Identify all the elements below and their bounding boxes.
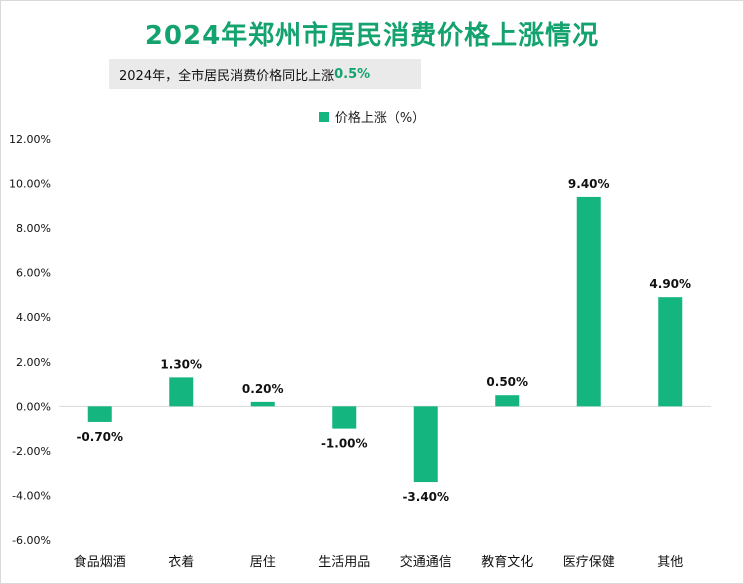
data-label: -0.70% — [76, 430, 123, 444]
bar — [87, 406, 112, 422]
legend-swatch — [318, 111, 329, 122]
y-tick-label: 12.00% — [9, 133, 51, 146]
x-tick-label: 生活用品 — [318, 555, 370, 570]
data-label: 0.50% — [486, 375, 528, 389]
bar — [658, 297, 683, 407]
data-label: -1.00% — [321, 437, 368, 451]
bar — [576, 196, 601, 407]
x-tick-label: 食品烟酒 — [74, 554, 126, 570]
y-tick-label: 8.00% — [16, 222, 51, 235]
y-tick-label: -2.00% — [12, 445, 51, 458]
x-tick-label: 医疗保健 — [563, 555, 615, 570]
data-label: 4.90% — [649, 277, 691, 291]
subtitle-box: 2024年，全市居民消费价格同比上涨 0.5% — [109, 59, 421, 89]
bar — [169, 377, 194, 407]
subtitle-text: 2024年，全市居民消费价格同比上涨 — [119, 68, 335, 84]
chart-title: 2024年郑州市居民消费价格上涨情况 — [144, 21, 600, 51]
y-tick-label: 4.00% — [16, 311, 51, 324]
y-tick-label: 2.00% — [16, 356, 51, 369]
x-tick-label: 居住 — [250, 555, 276, 570]
x-tick-label: 衣着 — [168, 554, 194, 570]
bar — [250, 401, 275, 407]
x-tick-label: 交通通信 — [400, 554, 452, 570]
data-label: 9.40% — [568, 177, 610, 191]
x-tick-label: 教育文化 — [481, 554, 533, 570]
data-label: 1.30% — [160, 357, 202, 371]
y-tick-label: 0.00% — [16, 400, 51, 413]
subtitle-highlight: 0.5% — [334, 66, 371, 82]
data-label: 0.20% — [242, 382, 284, 396]
data-label: -3.40% — [402, 490, 449, 504]
y-tick-label: -6.00% — [12, 534, 51, 547]
x-tick-label: 其他 — [657, 555, 683, 570]
y-tick-label: 10.00% — [9, 178, 51, 191]
bar — [332, 406, 357, 429]
legend: 价格上涨（%） — [1, 107, 743, 126]
bar — [495, 395, 520, 407]
bar — [413, 406, 438, 483]
y-tick-label: -4.00% — [12, 489, 51, 502]
y-tick-label: 6.00% — [16, 267, 51, 280]
legend-label: 价格上涨（%） — [334, 111, 426, 126]
